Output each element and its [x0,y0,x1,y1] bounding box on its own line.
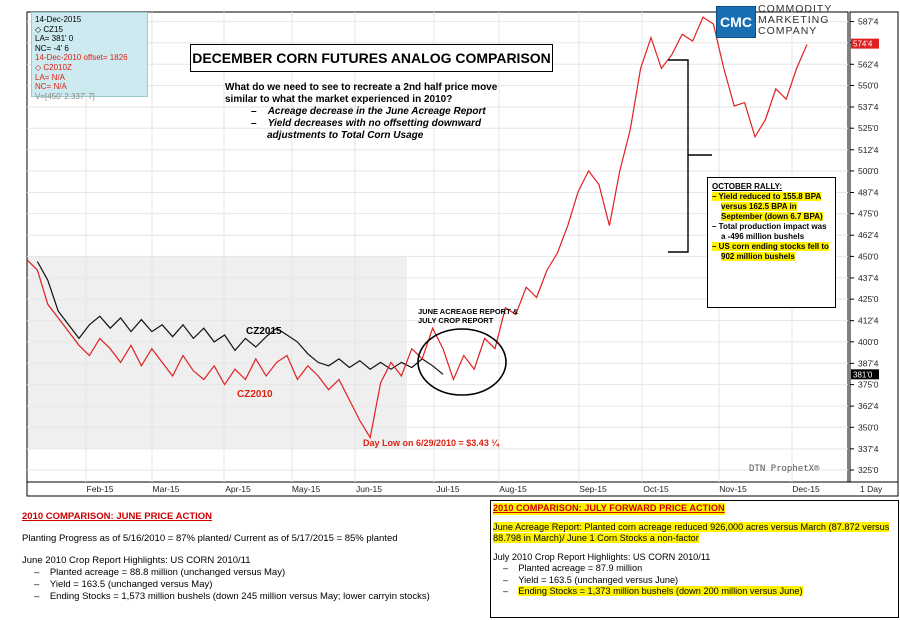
y-tick-label: 437'4 [858,273,879,283]
october-rally-bracket [668,59,712,253]
chart-legend: 14-Dec-2015 ◇ CZ15 LA= 381' 0 NC= -4' 6 … [31,12,148,101]
x-axis-frame [26,481,899,497]
last-price-label: 574'4 [853,40,873,49]
y-tick-label: 562'4 [858,59,879,69]
logo-name: COMMODITY MARKETING COMPANY [758,3,833,37]
june-section-heading: 2010 COMPARISON: JUNE PRICE ACTION [22,511,213,522]
dtn-brand: DTN ProphetX® [749,464,820,474]
question-bullet-1: – Acreage decrease in the June Acreage R… [251,106,486,117]
x-tick-label: Jul-15 [436,484,459,494]
y-tick-label: 475'0 [858,209,879,219]
cz2010-label: CZ2010 [237,389,273,400]
july-highlights: July 2010 Crop Report Highlights: US COR… [493,551,711,562]
legend-date: 14-Dec-2015 [35,15,82,24]
june-bullet-3: – Ending Stocks = 1,573 million bushels … [34,591,430,602]
july-bullet-1: – Planted acreage = 87.9 million [503,563,643,573]
last-price-badge [851,369,879,380]
x-extra-label: 1 Day [860,484,883,494]
question-block: What do we need to see to recreate a 2nd… [225,82,525,142]
legend-s2-symbol: ◇ C2010Z [35,62,72,72]
last-price-label: 381'0 [853,370,873,379]
legend-offset: 14-Dec-2010 offset= 1826 [35,53,128,63]
x-tick-label: Apr-15 [225,484,251,494]
y-tick-label: 337'4 [858,444,879,454]
y-tick-label: 387'4 [858,358,879,368]
june-report-circle [417,328,507,396]
july-section-heading: 2010 COMPARISON: JULY FORWARD PRICE ACTI… [493,503,725,515]
rally-item-1: – Yield reduced to 155.8 BPA versus 162.… [712,192,823,221]
rally-title: OCTOBER RALLY: [712,182,783,191]
x-tick-label: Jun-15 [356,484,382,494]
june-comparison-section: 2010 COMPARISON: JUNE PRICE ACTION Plant… [22,511,492,603]
y-tick-label: 400'0 [858,337,879,347]
legend-s2-la: LA= N/A [35,72,66,82]
june-report-label-2: JULY CROP REPORT [418,316,494,325]
planting-progress: Planting Progress as of 5/16/2010 = 87% … [22,533,398,544]
chart-title: DECEMBER CORN FUTURES ANALOG COMPARISON [190,44,553,72]
x-tick-label: Feb-15 [87,484,114,494]
july-comparison-section: 2010 COMPARISON: JULY FORWARD PRICE ACTI… [490,500,899,618]
series-line-cz2010 [26,16,808,440]
y-tick-label: 487'4 [858,187,879,197]
june-bullet-2: – Yield = 163.5 (unchanged versus May) [34,579,213,590]
question-bullet-2: – Yield decreases with no offsetting dow… [251,118,482,141]
june-report-label-1: JUNE ACREAGE REPORT & [418,307,519,316]
day-low-label: Day Low on 6/29/2010 = $3.43 ¼ [363,438,500,448]
rally-item-2: – Total production impact was a -496 mil… [712,222,827,241]
legend-s2-nc: NC= N/A [35,82,67,92]
y-tick-label: 362'4 [858,401,879,411]
y-tick-label: 412'4 [858,316,879,326]
x-tick-label: Nov-15 [719,484,747,494]
rally-item-3: – US corn ending stocks fell to 902 mill… [712,242,829,261]
legend-s1-la: LA= 381' 0 [35,34,74,44]
y-tick-label: 550'0 [858,80,879,90]
series-line-cz2015 [36,261,444,375]
x-tick-label: Mar-15 [153,484,180,494]
company-logo: CMC COMMODITY MARKETING COMPANY [706,2,856,40]
last-price-badge [851,38,879,49]
june-acreage-report: June Acreage Report: Planted corn acreag… [493,521,890,543]
cz2015-label: CZ2015 [246,326,282,337]
october-rally-box: OCTOBER RALLY: – Yield reduced to 155.8 … [707,177,836,308]
y-tick-label: 537'4 [858,102,879,112]
y-tick-label: 375'0 [858,380,879,390]
x-tick-label: Oct-15 [643,484,669,494]
y-tick-label: 462'4 [858,230,879,240]
legend-s1-nc: NC= -4' 6 [35,43,69,53]
y-tick-label: 500'0 [858,166,879,176]
y-tick-label: 350'0 [858,422,879,432]
y-tick-label: 425'0 [858,294,879,304]
y-axis-frame [849,11,899,483]
legend-v-line: V=[450' 2.337' 7] [35,91,95,101]
july-bullet-3: – Ending Stocks = 1,373 million bushels … [503,586,803,596]
y-tick-label: 450'0 [858,251,879,261]
overlay-shade [27,256,407,449]
x-tick-label: Aug-15 [499,484,527,494]
y-tick-label: 525'0 [858,123,879,133]
question-text: What do we need to see to recreate a 2nd… [225,82,498,105]
y-tick-label: 512'4 [858,145,879,155]
y-tick-label: 325'0 [858,465,879,475]
x-tick-label: Dec-15 [792,484,820,494]
x-tick-label: Sep-15 [579,484,607,494]
july-bullet-2: – Yield = 163.5 (unchanged versus June) [503,574,679,585]
y-tick-label: 587'4 [858,17,879,27]
logo-mark: CMC [716,6,756,38]
june-highlights: June 2010 Crop Report Highlights: US COR… [22,555,251,566]
june-bullet-1: – Planted acreage = 88.8 million (unchan… [34,567,286,578]
x-tick-label: May-15 [292,484,321,494]
legend-s1-symbol: ◇ CZ15 [35,24,63,34]
